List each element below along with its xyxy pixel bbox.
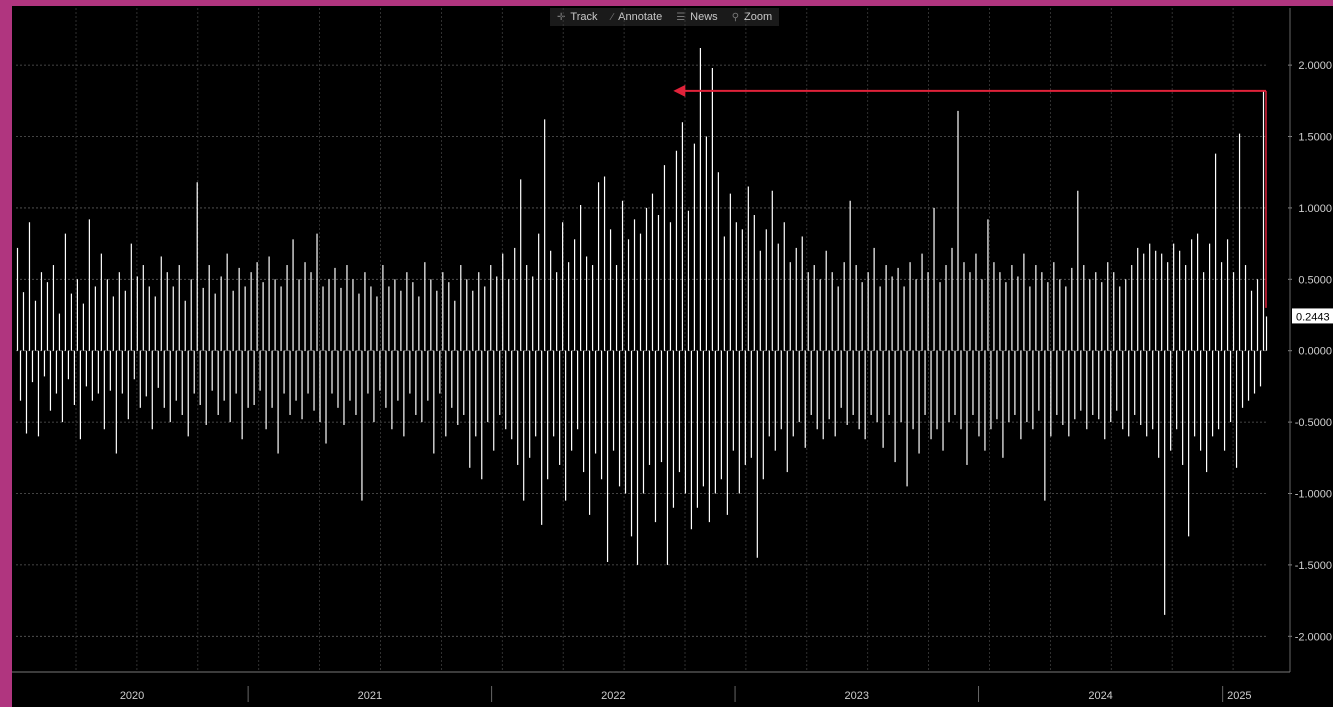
y-tick-label: -1.0000 xyxy=(1295,489,1332,501)
annotate-label: Annotate xyxy=(618,11,663,23)
y-tick-label: -0.5000 xyxy=(1295,417,1332,429)
y-tick-label: 1.0000 xyxy=(1298,203,1332,215)
x-tick-label: 2021 xyxy=(358,690,382,702)
y-tick-label: 0.5000 xyxy=(1298,274,1332,286)
x-axis: 2020 2021 2022 2023 2024 2025 xyxy=(12,671,1290,702)
x-tick-label: 2024 xyxy=(1088,690,1112,702)
y-tick-label: 1.5000 xyxy=(1298,132,1332,144)
y-axis: 2.0000 1.5000 1.0000 0.5000 0.0000 -0.5000 -1.… xyxy=(1288,8,1333,672)
crosshair-icon: ✛ xyxy=(557,11,566,23)
x-tick-label: 2022 xyxy=(601,690,625,702)
chart-toolbar: ✛ Track ∕ Annotate ☰ News ⚲ Zoom xyxy=(550,8,780,26)
y-tick-label: -2.0000 xyxy=(1295,631,1332,643)
news-button[interactable]: ☰ News xyxy=(669,8,724,26)
x-tick-label: 2025 xyxy=(1227,690,1251,702)
pencil-icon: ∕ xyxy=(611,11,614,23)
annotation-layer xyxy=(673,84,1267,308)
news-label: News xyxy=(690,11,718,23)
last-value-box xyxy=(1292,308,1333,324)
zoom-button[interactable]: ⚲ Zoom xyxy=(725,8,779,26)
track-button[interactable]: ✛ Track xyxy=(550,8,604,26)
x-tick-label: 2023 xyxy=(845,690,869,702)
track-label: Track xyxy=(570,11,598,23)
news-icon: ☰ xyxy=(676,11,686,23)
annotation-arrowhead xyxy=(673,84,686,97)
x-tick-label: 2020 xyxy=(120,690,144,702)
y-tick-label: -1.5000 xyxy=(1295,560,1332,572)
bar-series xyxy=(16,47,1268,615)
y-tick-label: 0.0000 xyxy=(1298,346,1332,358)
last-value-label: 0.2443 xyxy=(1296,311,1330,323)
y-tick-label: 2.0000 xyxy=(1298,60,1332,72)
annotate-button[interactable]: ∕ Annotate xyxy=(604,8,669,26)
magnifier-icon: ⚲ xyxy=(731,11,740,23)
zoom-label: Zoom xyxy=(744,11,773,23)
